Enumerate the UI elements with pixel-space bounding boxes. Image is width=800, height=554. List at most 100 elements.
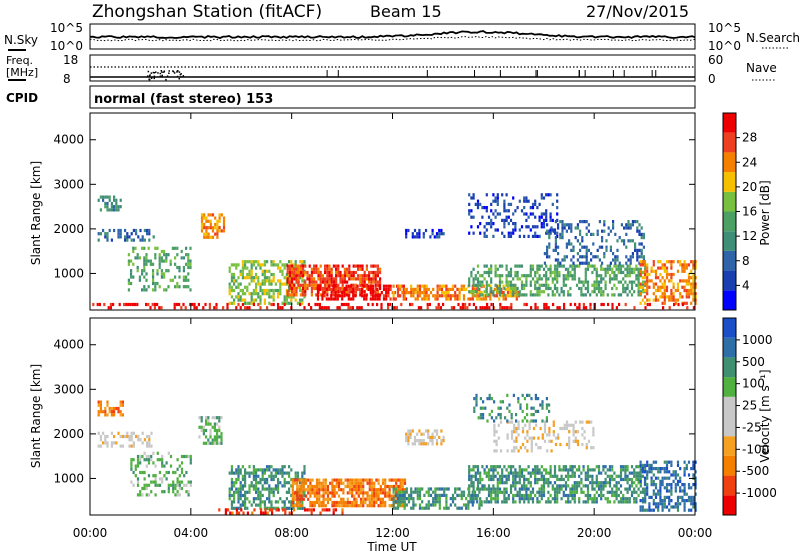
heatmap-cell bbox=[654, 483, 658, 487]
heatmap-cell bbox=[106, 413, 109, 417]
heatmap-cell bbox=[237, 302, 240, 307]
heatmap-cell bbox=[263, 298, 266, 302]
heatmap-cell bbox=[613, 270, 616, 275]
heatmap-cell bbox=[490, 280, 493, 284]
heatmap-cell bbox=[575, 468, 579, 472]
heatmap-cell bbox=[445, 487, 448, 491]
heatmap-cell bbox=[496, 199, 499, 203]
heatmap-cell bbox=[418, 506, 422, 510]
heatmap-cell bbox=[141, 441, 144, 445]
heatmap-cell bbox=[507, 234, 510, 238]
heatmap-cell bbox=[652, 298, 655, 302]
heatmap-cell bbox=[237, 474, 240, 478]
heatmap-cell bbox=[635, 484, 638, 488]
heatmap-cell bbox=[257, 302, 260, 307]
heatmap-cell bbox=[298, 497, 301, 501]
heatmap-cell bbox=[592, 255, 595, 259]
heatmap-cell bbox=[139, 461, 142, 465]
heatmap-cell bbox=[534, 302, 537, 307]
heatmap-cell bbox=[323, 291, 326, 295]
heatmap-cell bbox=[291, 270, 294, 275]
heatmap-cell bbox=[180, 454, 184, 459]
heatmap-cell bbox=[403, 506, 406, 510]
heatmap-cell bbox=[558, 477, 561, 482]
heatmap-cell bbox=[512, 497, 515, 501]
colorbar-segment bbox=[723, 377, 736, 397]
heatmap-cell bbox=[629, 261, 632, 265]
heatmap-cell bbox=[581, 245, 584, 249]
heatmap-cell bbox=[160, 256, 163, 260]
heatmap-cell bbox=[154, 281, 157, 286]
heatmap-cell bbox=[392, 297, 395, 301]
heatmap-cell bbox=[526, 406, 529, 410]
heatmap-cell bbox=[668, 260, 671, 264]
heatmap-cell bbox=[646, 473, 649, 477]
heatmap-cell bbox=[354, 264, 357, 268]
heatmap-cell bbox=[604, 497, 607, 501]
heatmap-cell bbox=[165, 288, 168, 292]
heatmap-cell bbox=[552, 302, 555, 307]
heatmap-cell bbox=[353, 478, 356, 482]
heatmap-cell bbox=[332, 280, 335, 284]
heatmap-cell bbox=[318, 481, 321, 485]
heatmap-cell bbox=[578, 264, 581, 268]
heatmap-cell bbox=[593, 283, 596, 287]
heatmap-cell bbox=[436, 297, 439, 301]
heatmap-cell bbox=[241, 493, 244, 498]
heatmap-cell bbox=[174, 493, 177, 497]
heatmap-cell bbox=[97, 400, 100, 404]
heatmap-cell bbox=[288, 487, 291, 491]
heatmap-cell bbox=[676, 463, 680, 467]
heatmap-cell bbox=[357, 488, 360, 492]
heatmap-cell bbox=[263, 263, 266, 267]
heatmap-cell bbox=[602, 277, 605, 281]
heatmap-cell bbox=[476, 297, 479, 301]
heatmap-cell bbox=[136, 461, 140, 465]
heatmap-cell bbox=[509, 465, 513, 469]
heatmap-cell bbox=[570, 423, 573, 427]
heatmap-cell bbox=[648, 298, 651, 302]
heatmap-cell bbox=[545, 406, 548, 410]
heatmap-cell bbox=[237, 500, 240, 504]
heatmap-cell bbox=[595, 481, 598, 485]
heatmap-cell bbox=[291, 286, 294, 291]
heatmap-cell bbox=[640, 248, 643, 252]
heatmap-cell bbox=[608, 474, 612, 478]
heatmap-cell bbox=[562, 477, 565, 482]
heatmap-cell bbox=[630, 280, 634, 284]
heatmap-cell bbox=[477, 416, 480, 420]
heatmap-cell bbox=[683, 301, 686, 305]
heatmap-cell bbox=[335, 500, 338, 505]
heatmap-cell bbox=[362, 500, 365, 505]
heatmap-cell bbox=[259, 468, 262, 472]
heatmap-cell bbox=[514, 493, 517, 498]
heatmap-cell bbox=[559, 442, 562, 447]
heatmap-cell bbox=[423, 284, 426, 288]
heatmap-cell bbox=[200, 219, 204, 223]
heatmap-cell bbox=[462, 294, 466, 298]
heatmap-cell bbox=[534, 270, 537, 275]
heatmap-cell bbox=[152, 474, 155, 478]
heatmap-cell bbox=[337, 274, 340, 278]
heatmap-cell bbox=[174, 246, 177, 250]
heatmap-cell bbox=[147, 458, 151, 462]
heatmap-cell bbox=[561, 223, 564, 227]
heatmap-cell bbox=[602, 484, 605, 488]
heatmap-cell bbox=[542, 196, 546, 200]
heatmap-cell bbox=[295, 264, 298, 268]
heatmap-cell bbox=[296, 471, 299, 475]
heatmap-cell bbox=[152, 461, 155, 465]
heatmap-cell bbox=[353, 494, 356, 498]
heatmap-cell bbox=[556, 493, 559, 498]
heatmap-cell bbox=[283, 266, 286, 270]
heatmap-cell bbox=[154, 480, 157, 484]
heatmap-cell bbox=[104, 441, 107, 445]
heatmap-cell bbox=[597, 290, 601, 294]
heatmap-cell bbox=[514, 228, 517, 232]
heatmap-cell bbox=[241, 272, 244, 277]
heatmap-cell bbox=[531, 225, 535, 229]
heatmap-cell bbox=[490, 468, 493, 472]
heatmap-cell bbox=[595, 484, 598, 488]
heatmap-cell bbox=[640, 252, 643, 256]
heatmap-cell bbox=[373, 497, 376, 501]
